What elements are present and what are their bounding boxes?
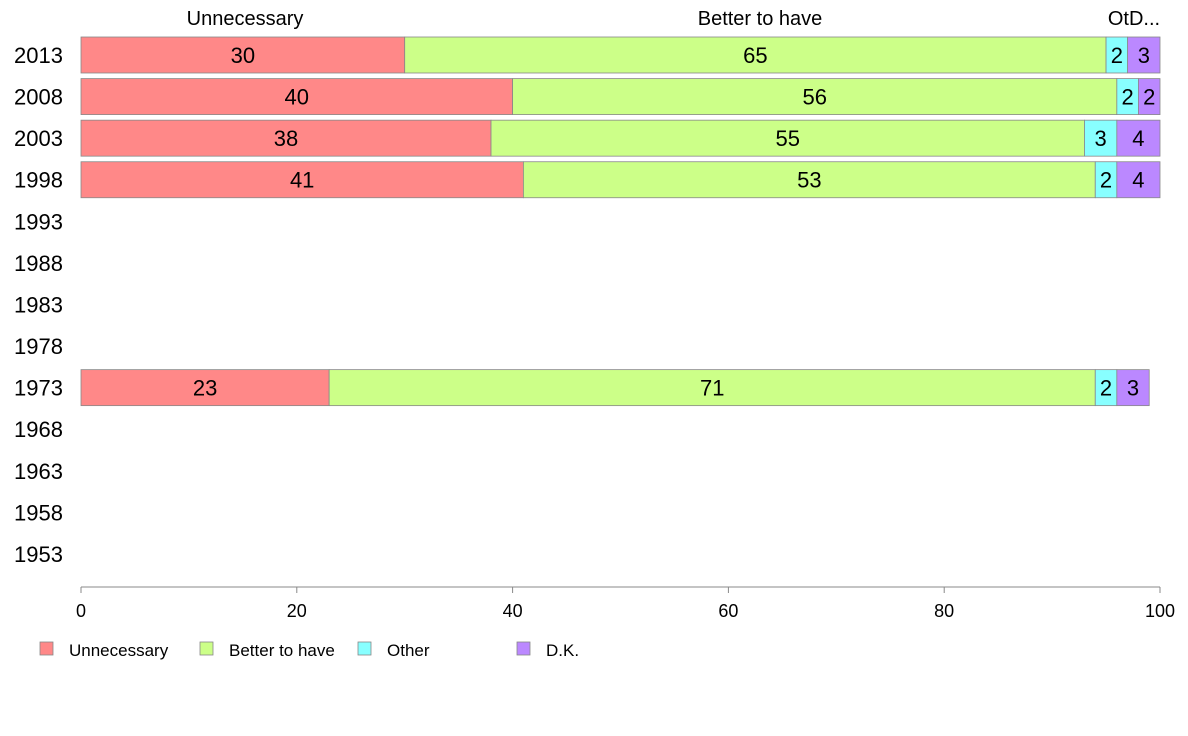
- year-label: 1958: [14, 500, 63, 525]
- segment-value-label: 41: [290, 168, 314, 193]
- year-label: 1968: [14, 417, 63, 442]
- bar-segment: [512, 78, 1118, 115]
- column-header: Better to have: [698, 8, 823, 30]
- legend-swatch: [357, 641, 372, 656]
- legend-swatch: [516, 641, 531, 656]
- segment-value-label: 65: [743, 43, 767, 68]
- segment-value-label: 23: [193, 376, 217, 401]
- year-label: 1993: [14, 209, 63, 234]
- x-tick-label: 100: [1145, 601, 1175, 621]
- year-label: 1988: [14, 251, 63, 276]
- legend-swatch: [199, 641, 214, 656]
- column-header: Unnecessary: [187, 8, 304, 30]
- segment-value-label: 71: [700, 376, 724, 401]
- bar-segment: [80, 36, 406, 74]
- bar-segment: [1127, 36, 1161, 74]
- segment-value-label: 2: [1122, 85, 1134, 110]
- segment-value-label: 4: [1132, 126, 1144, 151]
- column-header: OtD...: [1108, 8, 1160, 30]
- x-tick-label: 60: [718, 601, 738, 621]
- segment-value-label: 3: [1138, 43, 1150, 68]
- bar-segment: [1116, 119, 1161, 157]
- segment-value-label: 3: [1127, 376, 1139, 401]
- segment-value-label: 53: [797, 168, 821, 193]
- legend-label: Better to have: [229, 641, 335, 660]
- year-label: 1963: [14, 459, 63, 484]
- x-tick-label: 40: [503, 601, 523, 621]
- bar-segment: [80, 78, 514, 115]
- segment-value-label: 30: [231, 43, 255, 68]
- segment-value-label: 40: [285, 85, 309, 110]
- legend-label: Other: [387, 641, 430, 660]
- year-label: 1978: [14, 334, 63, 359]
- year-label: 2008: [14, 85, 63, 110]
- legend-label: D.K.: [546, 641, 579, 660]
- year-label: 1953: [14, 542, 63, 567]
- x-tick-label: 20: [287, 601, 307, 621]
- segment-value-label: 2: [1143, 85, 1155, 110]
- segment-value-label: 2: [1111, 43, 1123, 68]
- bar-segment: [80, 369, 330, 407]
- year-label: 1998: [14, 168, 63, 193]
- bar-segment: [1084, 119, 1118, 157]
- segment-value-label: 56: [802, 85, 826, 110]
- bar-segment: [1116, 369, 1150, 407]
- segment-value-label: 3: [1095, 126, 1107, 151]
- bar-segment: [80, 119, 492, 157]
- year-label: 1973: [14, 376, 63, 401]
- legend-label: Unnecessary: [69, 641, 169, 660]
- segment-value-label: 38: [274, 126, 298, 151]
- x-tick-label: 0: [76, 601, 86, 621]
- bar-segment: [404, 36, 1107, 74]
- x-tick-label: 80: [934, 601, 954, 621]
- bar-segment: [522, 161, 1096, 199]
- bar-segment: [1116, 161, 1161, 199]
- year-label: 2003: [14, 126, 63, 151]
- year-label: 2013: [14, 43, 63, 68]
- bar-segment: [490, 119, 1085, 157]
- legend-swatch: [39, 641, 54, 656]
- segment-value-label: 2: [1100, 168, 1112, 193]
- segment-value-label: 2: [1100, 376, 1112, 401]
- year-label: 1983: [14, 292, 63, 317]
- bar-segment: [328, 369, 1096, 407]
- bar-segment: [1138, 78, 1161, 115]
- segment-value-label: 4: [1132, 168, 1144, 193]
- segment-value-label: 55: [776, 126, 800, 151]
- bar-segment: [80, 161, 524, 199]
